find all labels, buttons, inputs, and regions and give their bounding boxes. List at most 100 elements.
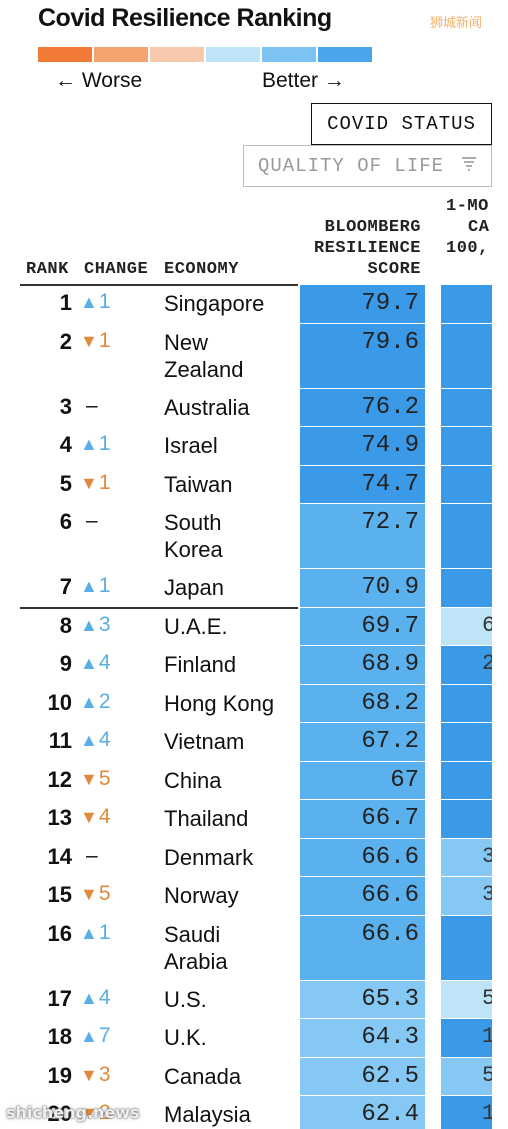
arrow-left-icon: ← <box>55 69 76 92</box>
scale-swatch <box>206 47 260 62</box>
triangle-up-icon: ▲ <box>80 653 98 673</box>
table-row[interactable]: 8 ▲3 U.A.E. 69.7 6 <box>0 607 508 647</box>
change-cell: ▼2 <box>80 1101 111 1125</box>
table-row[interactable]: 19 ▼3 Canada 62.5 5 <box>0 1057 508 1097</box>
score-value: 66.6 <box>361 843 419 871</box>
rank-cell: 6 <box>59 509 72 534</box>
tab-covid-status-label: COVID STATUS <box>327 113 476 135</box>
next-column-cell <box>441 915 492 980</box>
change-value: 2 <box>98 689 111 713</box>
header-line: CA <box>468 218 490 237</box>
score-value: 69.7 <box>361 612 419 640</box>
score-value: 79.7 <box>361 290 419 317</box>
table-row[interactable]: 1 ▲1 Singapore 79.7 <box>0 285 508 324</box>
rank-cell: 15 <box>47 882 72 907</box>
score-value: 67.2 <box>361 728 419 755</box>
score-cell: 67 <box>300 761 425 799</box>
economy-cell: Thailand <box>164 806 249 831</box>
economy-cell: South Korea <box>164 510 223 562</box>
page-title: Covid Resilience Ranking <box>38 4 332 32</box>
change-cell: ▲1 <box>80 574 111 598</box>
rank-cell: 7 <box>59 574 72 599</box>
next-column-value: 1 <box>482 1101 492 1126</box>
next-column-cell <box>441 723 492 761</box>
next-column-cell: 2 <box>441 646 492 684</box>
change-value: 7 <box>98 1024 111 1047</box>
table-row[interactable]: 15 ▼5 Norway 66.6 3 <box>0 877 508 916</box>
next-column-cell <box>441 388 492 426</box>
change-cell: ▲1 <box>80 432 111 456</box>
table-row[interactable]: 17 ▲4 U.S. 65.3 5 <box>0 980 508 1020</box>
table-row[interactable]: 14– Denmark 66.6 3 <box>0 838 508 878</box>
rank-cell: 12 <box>47 766 72 792</box>
triangle-down-icon: ▼ <box>80 1103 98 1123</box>
score-cell: 66.6 <box>300 838 425 876</box>
triangle-down-icon: ▼ <box>80 472 98 493</box>
change-cell: ▼3 <box>80 1063 111 1087</box>
economy-cell: U.S. <box>164 986 207 1012</box>
rank-cell: 16 <box>47 920 72 946</box>
triangle-up-icon: ▲ <box>80 987 98 1008</box>
next-column-cell <box>441 569 492 607</box>
rank-cell: 1 <box>59 290 72 315</box>
economy-cell: Malaysia <box>164 1102 251 1127</box>
economy-cell: Japan <box>164 575 224 600</box>
table-row[interactable]: 20 ▼2 Malaysia 62.4 1 <box>0 1096 508 1129</box>
score-cell: 79.6 <box>300 323 425 388</box>
rank-cell: 9 <box>59 651 72 676</box>
next-column-cell <box>441 684 492 722</box>
score-cell: 69.7 <box>300 607 425 645</box>
change-cell: – <box>80 394 98 418</box>
score-value: 68.2 <box>361 689 419 717</box>
triangle-down-icon: ▼ <box>80 1064 98 1085</box>
table-row[interactable]: 4 ▲1 Israel 74.9 <box>0 427 508 466</box>
score-cell: 66.6 <box>300 877 425 915</box>
economy-cell: Finland <box>164 652 237 677</box>
table-row[interactable]: 2 ▼1 New Zealand 79.6 <box>0 323 508 389</box>
score-cell: 72.7 <box>300 504 425 568</box>
table-row[interactable]: 6– South Korea 72.7 <box>0 504 508 569</box>
score-cell: 62.5 <box>300 1057 425 1095</box>
score-value: 62.4 <box>361 1101 419 1128</box>
change-cell: – <box>80 509 98 533</box>
next-column-cell <box>441 427 492 465</box>
table-row[interactable]: 18 ▲7 U.K. 64.3 1 <box>0 1019 508 1058</box>
score-value: 62.5 <box>361 1062 419 1090</box>
next-column-cell: 5 <box>441 1057 492 1095</box>
table-row[interactable]: 10 ▲2 Hong Kong 68.2 <box>0 684 508 724</box>
table-row[interactable]: 16 ▲1 Saudi Arabia 66.6 <box>0 915 508 981</box>
column-header-economy[interactable]: ECONOMY <box>164 260 239 279</box>
rank-cell: 18 <box>47 1024 72 1049</box>
economy-cell: New Zealand <box>164 329 244 382</box>
score-value: 74.9 <box>361 432 419 459</box>
next-column-value: 6 <box>482 612 492 638</box>
score-value: 79.6 <box>361 328 419 356</box>
table-row[interactable]: 3– Australia 76.2 <box>0 388 508 428</box>
score-cell: 65.3 <box>300 980 425 1018</box>
table-row[interactable]: 13 ▼4 Thailand 66.7 <box>0 800 508 839</box>
score-cell: 70.9 <box>300 569 425 607</box>
change-cell: ▲2 <box>80 690 111 714</box>
header-line: BLOOMBERG <box>324 218 421 237</box>
table-row[interactable]: 7 ▲1 Japan 70.9 <box>0 569 508 608</box>
table-row[interactable]: 5 ▼1 Taiwan 74.7 <box>0 465 508 505</box>
change-cell: ▲4 <box>80 651 111 675</box>
table-row[interactable]: 11 ▲4 Vietnam 67.2 <box>0 723 508 762</box>
table-row[interactable]: 12 ▼5 China 67 <box>0 761 508 801</box>
change-value: 5 <box>98 766 111 790</box>
column-header-change[interactable]: CHANGE <box>84 260 149 279</box>
change-value: 4 <box>98 805 111 828</box>
change-cell: ▼1 <box>80 471 111 495</box>
table-row[interactable]: 9 ▲4 Finland 68.9 2 <box>0 646 508 685</box>
score-cell: 66.6 <box>300 915 425 980</box>
tab-quality-of-life[interactable]: QUALITY OF LIFE <box>243 145 492 187</box>
score-cell: 67.2 <box>300 723 425 761</box>
column-header-rank[interactable]: RANK <box>26 260 69 279</box>
filter-icon[interactable] <box>461 156 477 178</box>
tab-covid-status[interactable]: COVID STATUS <box>311 103 492 145</box>
column-header-next[interactable]: 1-MO CA 100, <box>446 196 508 259</box>
next-column-cell <box>441 761 492 799</box>
next-column-cell: 1 <box>441 1019 492 1057</box>
column-header-resilience-score[interactable]: BLOOMBERG RESILIENCE SCORE <box>300 217 421 280</box>
rank-cell: 17 <box>47 985 72 1011</box>
